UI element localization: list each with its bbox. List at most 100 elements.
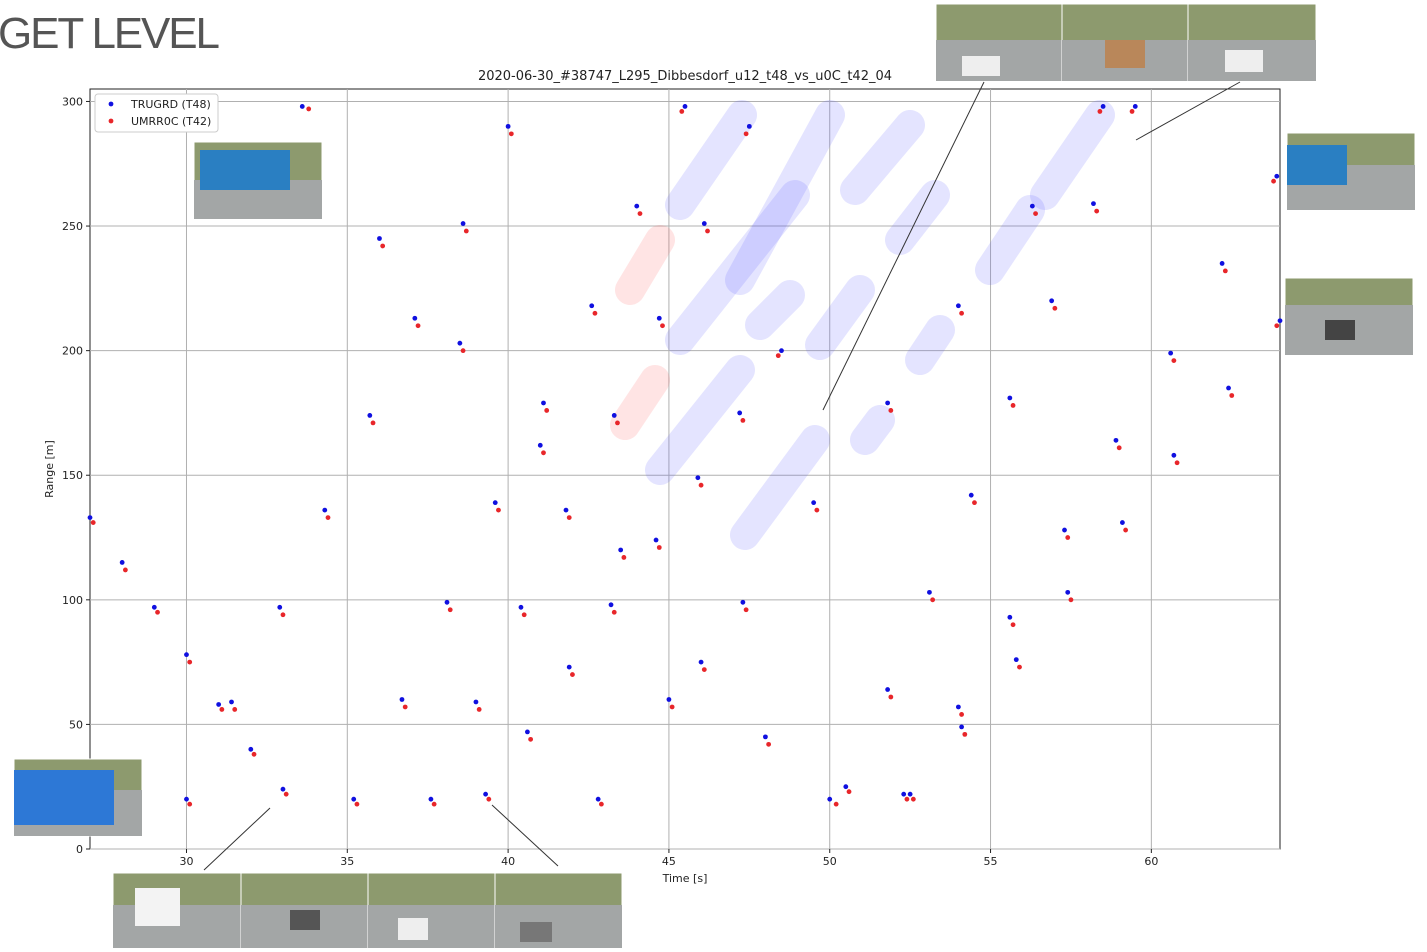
data-point xyxy=(1013,657,1019,663)
x-tick-label: 35 xyxy=(340,855,354,868)
data-point xyxy=(1274,323,1280,329)
data-point xyxy=(415,323,421,329)
data-point xyxy=(930,597,936,603)
x-tick-label: 50 xyxy=(823,855,837,868)
data-point xyxy=(618,547,624,553)
highlights xyxy=(610,100,1115,550)
data-point xyxy=(611,609,617,615)
data-point xyxy=(299,104,305,109)
data-point xyxy=(1219,261,1225,266)
x-axis-label: Time [s] xyxy=(662,872,708,885)
data-point xyxy=(907,791,913,797)
data-point xyxy=(563,507,569,513)
y-tick-label: 250 xyxy=(62,220,83,233)
data-point xyxy=(187,659,193,665)
data-point xyxy=(608,602,614,608)
data-point xyxy=(537,442,543,448)
data-point xyxy=(743,131,749,137)
data-point xyxy=(521,612,527,618)
legend-box xyxy=(94,93,219,133)
data-point xyxy=(463,228,469,234)
data-point xyxy=(1094,208,1100,214)
data-point xyxy=(595,796,601,802)
data-point xyxy=(277,604,283,610)
data-point xyxy=(885,687,891,692)
y-tick-label: 150 xyxy=(62,469,83,482)
data-point xyxy=(740,418,746,423)
legend-label: TRUGRD (T48) xyxy=(130,98,211,111)
data-point xyxy=(669,704,675,710)
data-point xyxy=(492,500,498,506)
x-tick-label: 60 xyxy=(1144,855,1158,868)
data-point xyxy=(959,712,964,717)
data-point xyxy=(283,791,289,797)
data-point xyxy=(248,746,254,752)
data-point xyxy=(1174,460,1180,466)
data-point xyxy=(483,791,488,797)
chart-title: 2020-06-30_#38747_L295_Dibbesdorf_u12_t4… xyxy=(478,69,892,84)
data-point xyxy=(377,236,382,241)
data-point xyxy=(496,507,501,513)
data-point xyxy=(219,707,225,712)
data-point xyxy=(380,243,386,249)
points xyxy=(87,104,1283,807)
data-point xyxy=(955,303,961,309)
data-point xyxy=(1129,109,1135,114)
x-tick-label: 45 xyxy=(662,855,676,868)
header: GET LEVEL xyxy=(0,9,220,58)
data-point xyxy=(518,604,524,610)
data-point xyxy=(1033,211,1038,216)
data-point xyxy=(1271,178,1276,184)
data-point xyxy=(775,353,781,359)
data-point xyxy=(216,702,222,707)
data-point xyxy=(1222,268,1228,274)
data-point xyxy=(428,796,434,802)
data-point xyxy=(122,567,128,573)
data-point xyxy=(1062,527,1067,533)
data-point xyxy=(927,589,932,595)
legend-label: UMRR0C (T42) xyxy=(131,115,211,128)
data-point xyxy=(90,520,96,525)
data-point xyxy=(280,612,286,618)
data-point xyxy=(151,604,157,610)
data-point xyxy=(566,664,572,670)
data-point xyxy=(740,599,746,605)
data-point xyxy=(325,515,331,520)
x-tick-label: 40 xyxy=(501,855,515,868)
data-point xyxy=(743,607,749,613)
data-point xyxy=(1052,305,1058,311)
data-point xyxy=(962,731,968,737)
data-point xyxy=(701,667,707,672)
data-point xyxy=(846,789,852,795)
data-point xyxy=(888,694,894,700)
legend: TRUGRD (T48) UMRR0C (T42) xyxy=(94,93,219,133)
data-point xyxy=(544,408,550,413)
data-point xyxy=(1007,614,1013,620)
data-point xyxy=(827,796,833,802)
data-point xyxy=(570,672,575,677)
data-point xyxy=(698,482,704,488)
data-point xyxy=(1168,350,1174,356)
data-point xyxy=(1049,298,1055,304)
data-point xyxy=(476,707,482,712)
data-point xyxy=(251,751,257,757)
data-point xyxy=(814,507,820,513)
data-point xyxy=(322,507,328,513)
data-point xyxy=(370,420,376,426)
data-point xyxy=(666,697,672,702)
data-point xyxy=(1100,104,1106,109)
data-point xyxy=(1017,664,1022,670)
data-point xyxy=(541,450,546,456)
data-point xyxy=(1068,597,1074,603)
data-point xyxy=(473,699,479,705)
legend-marker xyxy=(108,101,114,107)
data-point xyxy=(1010,403,1016,408)
data-point xyxy=(843,784,849,790)
data-point xyxy=(698,659,704,665)
data-point xyxy=(486,796,492,802)
data-point xyxy=(1097,109,1103,114)
data-point xyxy=(656,545,662,550)
data-point xyxy=(431,801,437,807)
data-point xyxy=(351,796,357,802)
